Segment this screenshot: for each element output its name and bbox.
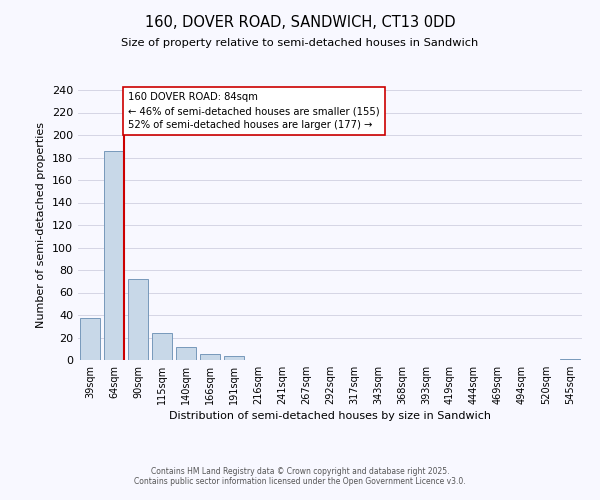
X-axis label: Distribution of semi-detached houses by size in Sandwich: Distribution of semi-detached houses by … bbox=[169, 411, 491, 421]
Bar bbox=[104, 151, 124, 360]
Bar bbox=[200, 354, 220, 360]
Bar bbox=[224, 356, 244, 360]
Text: 160 DOVER ROAD: 84sqm
← 46% of semi-detached houses are smaller (155)
52% of sem: 160 DOVER ROAD: 84sqm ← 46% of semi-deta… bbox=[128, 92, 380, 130]
Text: Contains HM Land Registry data © Crown copyright and database right 2025.: Contains HM Land Registry data © Crown c… bbox=[151, 467, 449, 476]
Bar bbox=[152, 333, 172, 360]
Y-axis label: Number of semi-detached properties: Number of semi-detached properties bbox=[37, 122, 46, 328]
Text: Contains public sector information licensed under the Open Government Licence v3: Contains public sector information licen… bbox=[134, 477, 466, 486]
Text: 160, DOVER ROAD, SANDWICH, CT13 0DD: 160, DOVER ROAD, SANDWICH, CT13 0DD bbox=[145, 15, 455, 30]
Bar bbox=[80, 318, 100, 360]
Bar bbox=[128, 279, 148, 360]
Bar bbox=[560, 359, 580, 360]
Bar bbox=[176, 346, 196, 360]
Text: Size of property relative to semi-detached houses in Sandwich: Size of property relative to semi-detach… bbox=[121, 38, 479, 48]
